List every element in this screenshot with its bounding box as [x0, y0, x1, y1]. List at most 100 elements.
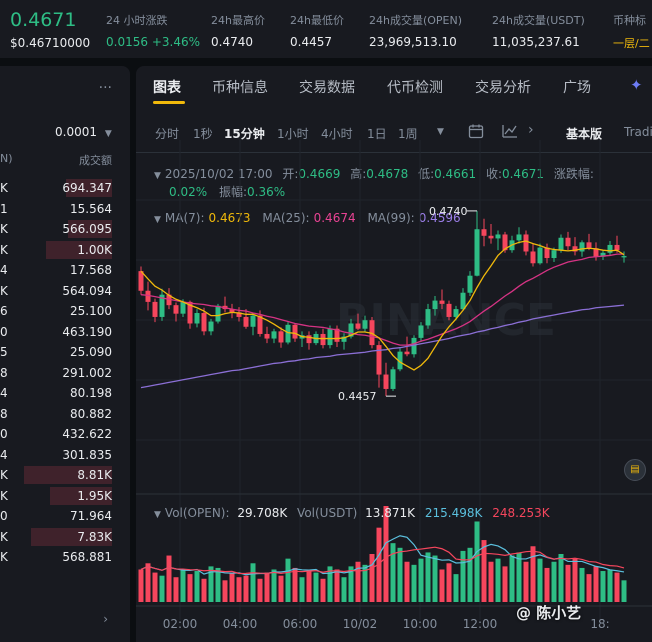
chevron-right-icon[interactable]: ›	[528, 122, 534, 138]
volume-bar	[201, 578, 207, 602]
volume-bar	[572, 558, 578, 602]
collapse-chevron-icon[interactable]: ▼	[154, 215, 161, 225]
volume-bar	[397, 547, 403, 602]
volume-bar	[432, 555, 438, 602]
candle-body	[243, 316, 249, 327]
more-options-icon[interactable]: ···	[98, 80, 112, 96]
calendar-icon[interactable]	[468, 123, 484, 139]
tf-1w[interactable]: 1周	[398, 127, 418, 141]
chevron-right-icon[interactable]: ›	[103, 612, 108, 626]
collapse-chevron-icon[interactable]: ▼	[154, 171, 161, 181]
tf-1h[interactable]: 1小时	[277, 127, 309, 141]
volume-bar	[166, 555, 172, 602]
trade-row-turnover: 25.100	[70, 304, 112, 318]
volume-bar	[544, 567, 550, 602]
candle-body	[173, 305, 179, 314]
tab-square[interactable]: 广场	[563, 80, 591, 96]
volume-bar	[285, 558, 291, 602]
view-basic[interactable]: 基本版	[566, 127, 603, 141]
tab-chart[interactable]: 图表	[153, 80, 181, 96]
time-axis-tick-label: 12:00	[463, 617, 498, 631]
precision-select[interactable]: 0.0001 ▼	[55, 125, 112, 139]
vol-ma1-value: 215.498K	[424, 506, 483, 520]
candle-body	[530, 251, 536, 264]
tab-trading-data[interactable]: 交易数据	[299, 80, 355, 96]
trade-row-turnover: 17.568	[70, 263, 112, 277]
stat-24h-high-label: 24h最高价	[211, 14, 265, 27]
volume-bar	[383, 506, 389, 602]
volume-bar	[187, 574, 193, 602]
volume-bar	[264, 572, 270, 602]
trade-row-turnover: 568.881	[62, 550, 112, 564]
candle-body	[271, 331, 277, 339]
volume-bar	[376, 527, 382, 602]
candle-body	[523, 234, 529, 252]
volume-bar	[509, 555, 515, 602]
candle-body	[201, 313, 207, 332]
view-tradingview[interactable]: Tradi	[624, 125, 652, 139]
ohlc-open: 0.4669	[298, 167, 341, 181]
indicator-icon[interactable]	[502, 123, 518, 139]
tf-15m[interactable]: 15分钟	[224, 127, 265, 141]
candle-body	[257, 315, 263, 334]
tf-4h[interactable]: 4小时	[321, 127, 353, 141]
stat-token-tag-value[interactable]: 一层/二	[613, 37, 650, 50]
volume-bar	[292, 567, 298, 602]
collapse-chevron-icon[interactable]: ▼	[154, 510, 161, 520]
notes-icon[interactable]: ▤	[624, 459, 646, 481]
vol-usdt-value: 13.871K	[365, 506, 416, 520]
trade-row-turnover: 301.835	[62, 447, 112, 462]
trade-row-amount: 4	[0, 447, 8, 462]
volume-bar	[348, 566, 354, 602]
volume-bar	[453, 574, 459, 602]
candle-body	[229, 309, 235, 313]
candle-body	[383, 374, 389, 389]
candle-body	[607, 244, 613, 253]
tf-time[interactable]: 分时	[155, 127, 180, 141]
trade-row-turnover: 15.564	[70, 201, 112, 216]
trade-row-depth-bar	[31, 527, 112, 546]
ohlc-change-label: 涨跌幅:	[553, 167, 594, 181]
volume-bar	[495, 558, 501, 602]
volume-bar	[523, 561, 529, 602]
candle-body	[439, 300, 445, 304]
ai-sparkle-icon[interactable]: ✦	[630, 76, 643, 94]
candle-body	[138, 271, 144, 291]
volume-bar	[138, 569, 144, 602]
volume-bar	[145, 563, 151, 602]
volume-bar	[180, 569, 186, 602]
trade-row-amount: 6	[0, 304, 8, 318]
tf-1s[interactable]: 1秒	[193, 127, 213, 141]
candle-body	[621, 256, 627, 258]
candle-body	[404, 351, 410, 355]
candle-body	[432, 300, 438, 310]
tab-token-check[interactable]: 代币检测	[387, 80, 443, 96]
candle-body	[397, 351, 403, 370]
trade-list-panel: ··· 0.0001 ▼ N) 成交额 K 694.347 1 15.564 K 566.…	[0, 66, 130, 642]
kline-chart[interactable]: BINANCE 0.4740 0.4457 02:00 04:00 06:00 10/02 1…	[136, 140, 652, 642]
ma25-value: 0.4674	[313, 211, 356, 225]
volume-bar	[159, 575, 165, 602]
stat-24h-high-value: 0.4740	[211, 35, 253, 49]
tf-more-chevron-icon[interactable]: ▼	[437, 127, 444, 137]
volume-ma5-line	[140, 535, 625, 576]
tf-1d[interactable]: 1日	[367, 127, 387, 141]
volume-bar	[614, 572, 620, 602]
volume-bar	[600, 571, 606, 602]
candle-body	[187, 301, 193, 324]
divider	[136, 152, 652, 153]
trade-row-turnover: 566.095	[62, 222, 112, 236]
tab-token-info[interactable]: 币种信息	[212, 80, 268, 96]
volume-bar	[537, 558, 543, 602]
candle-body	[474, 229, 480, 276]
volume-bar	[404, 561, 410, 602]
volume-bar	[257, 578, 263, 602]
tab-trade-analysis[interactable]: 交易分析	[475, 80, 531, 96]
volume-bar	[488, 561, 494, 602]
volume-bar	[355, 561, 361, 602]
candle-body	[481, 229, 487, 236]
volume-bar	[194, 571, 200, 602]
volume-bar	[530, 546, 536, 602]
volume-bar	[173, 577, 179, 602]
candle-body	[453, 309, 459, 317]
